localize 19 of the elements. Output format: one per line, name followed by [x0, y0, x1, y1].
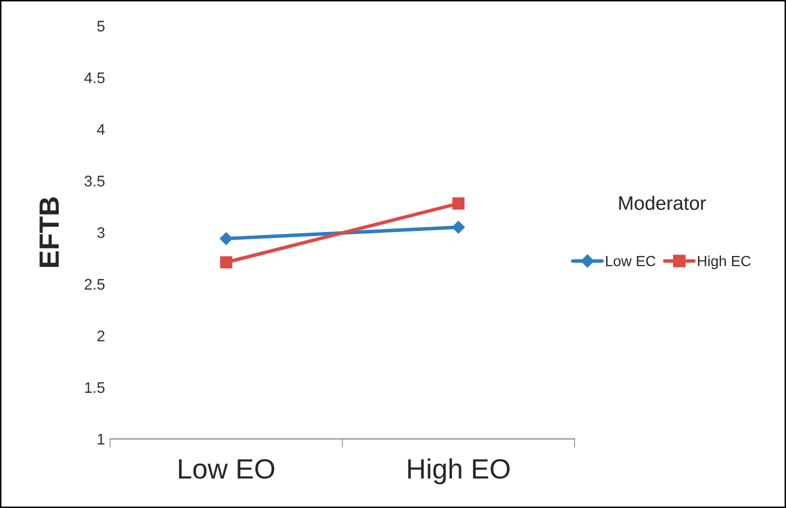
y-tick-label: 2 [97, 330, 104, 342]
y-tick-label: 1 [98, 434, 104, 444]
point [452, 197, 465, 210]
point [220, 232, 233, 246]
y-axis-title: EFTB [40, 197, 59, 267]
y-tick-label: 4 [97, 124, 105, 135]
y-tick-label: 2.5 [84, 278, 105, 290]
legend-title: Moderator [619, 196, 706, 210]
point [220, 256, 232, 268]
x-tick-label: Low EO [179, 459, 274, 479]
legend-label: Low EC [606, 256, 656, 266]
x-tick-label: High EO [408, 458, 510, 484]
y-tick-label: 5 [97, 20, 105, 32]
y-tick-label: 4.5 [84, 72, 105, 84]
y-tick-label: 1.5 [85, 382, 105, 393]
y-tick-label: 3 [97, 227, 105, 238]
y-tick-label: 3.5 [84, 176, 105, 186]
legend-label: High EC [698, 256, 751, 270]
point [452, 220, 465, 234]
